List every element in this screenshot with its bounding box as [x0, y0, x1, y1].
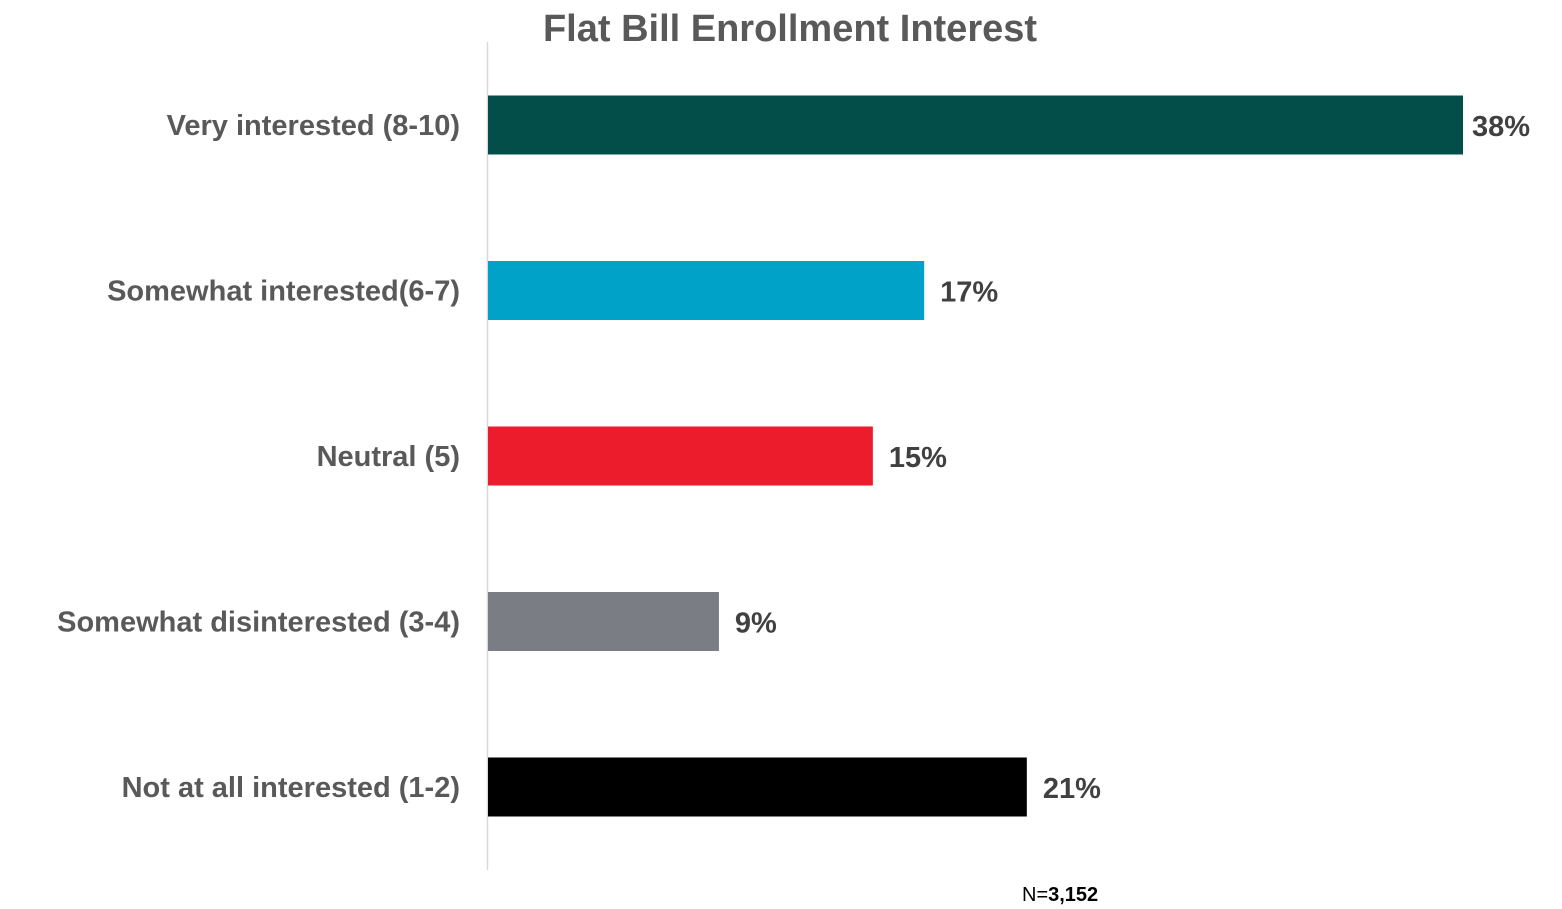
- bar-neutral-5: [488, 426, 873, 486]
- value-label-somewhat-disinterested-3-4: 9%: [735, 608, 777, 640]
- bar-somewhat-interested-6-7: [488, 261, 925, 320]
- sample-size-note: N=3,152: [1022, 884, 1098, 907]
- value-label-very-interested-8-10: 38%: [1472, 111, 1530, 143]
- bar-not-at-all-interested-1-2: [488, 757, 1027, 817]
- value-label-not-at-all-interested-1-2: 21%: [1043, 773, 1101, 805]
- category-label-somewhat-disinterested-3-4: Somewhat disinterested (3-4): [57, 607, 460, 639]
- bar-somewhat-disinterested-3-4: [488, 592, 719, 651]
- chart-title: Flat Bill Enrollment Interest: [543, 8, 1037, 50]
- sample-size-prefix: N=: [1022, 884, 1049, 906]
- category-label-somewhat-interested-6-7: Somewhat interested(6-7): [107, 276, 460, 308]
- value-label-neutral-5: 15%: [889, 442, 947, 474]
- bar-very-interested-8-10: [488, 95, 1463, 155]
- category-label-neutral-5: Neutral (5): [317, 441, 460, 473]
- value-label-somewhat-interested-6-7: 17%: [940, 277, 998, 309]
- category-label-not-at-all-interested-1-2: Not at all interested (1-2): [122, 772, 460, 804]
- sample-size-value: 3,152: [1048, 884, 1099, 906]
- category-label-very-interested-8-10: Very interested (8-10): [167, 110, 460, 142]
- bars-group: Very interested (8-10) 38% Somewhat intere…: [57, 95, 1530, 817]
